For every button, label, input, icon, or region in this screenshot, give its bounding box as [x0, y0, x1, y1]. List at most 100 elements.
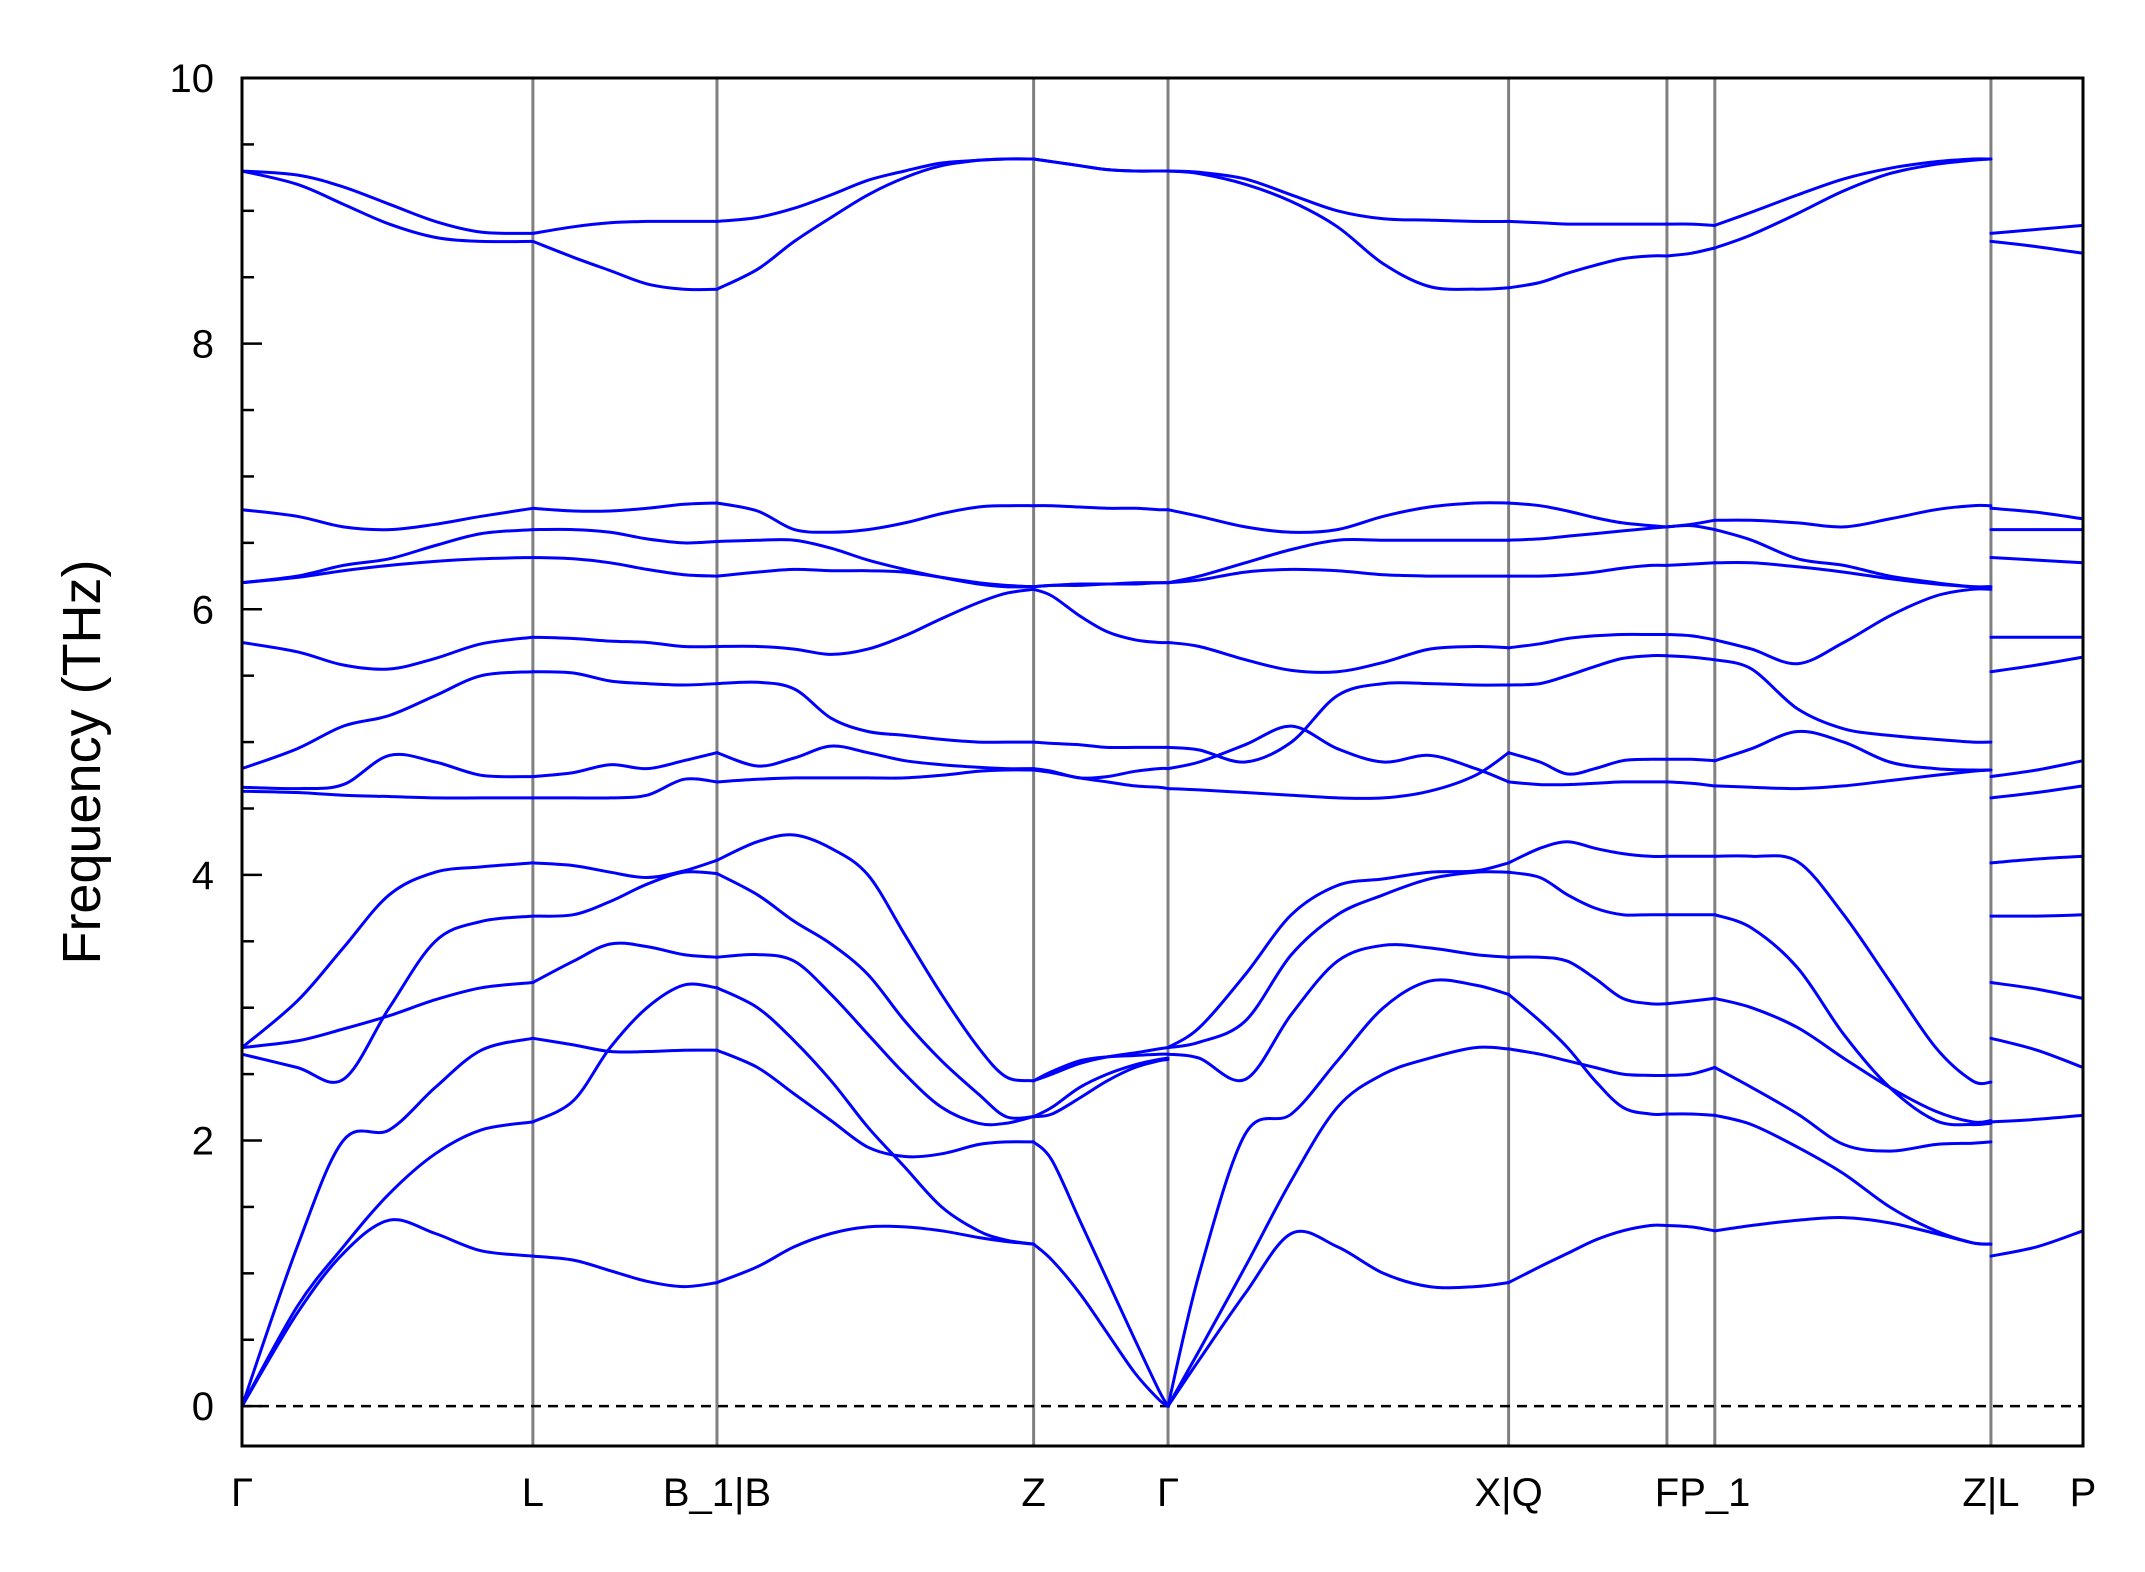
band-seg4-b6 — [1166, 751, 1511, 800]
y-axis-title: Frequency (THz) — [52, 559, 112, 964]
band-seg5-b1 — [1507, 1047, 1669, 1078]
phonon-bands — [240, 157, 2085, 1408]
band-seg3-b3 — [1032, 1056, 1170, 1119]
band-seg3-b9 — [1032, 587, 1170, 645]
band-seg7-b13 — [1713, 157, 1993, 250]
band-seg8-b2 — [1989, 1036, 2085, 1069]
band-seg0-b6 — [240, 789, 535, 800]
band-seg1-b11 — [531, 527, 719, 545]
band-seg7-b14 — [1713, 157, 1993, 227]
band-seg6-b13 — [1665, 246, 1717, 258]
band-seg4-b7 — [1166, 724, 1511, 784]
band-seg5-b8 — [1507, 654, 1669, 687]
band-seg6-b10 — [1665, 561, 1717, 567]
band-seg7-b5 — [1713, 854, 1993, 1086]
kpoint-label-5: X|Q — [1475, 1471, 1543, 1515]
kpoint-label-8: Z|L — [1962, 1471, 2019, 1515]
band-seg0-b12 — [240, 506, 535, 532]
kpoint-label-2: B_1|B — [663, 1471, 771, 1515]
band-seg1-b4 — [531, 941, 719, 984]
band-seg4-b10 — [1166, 567, 1511, 585]
band-seg4-b11 — [1166, 537, 1511, 585]
band-seg1-b1 — [531, 982, 719, 1124]
band-seg1-b2 — [531, 1036, 719, 1054]
band-seg8-b13 — [1989, 239, 2085, 255]
band-seg7-b7 — [1713, 768, 1993, 791]
band-seg0-b2 — [240, 1036, 535, 1408]
band-seg8-b5 — [1989, 854, 2085, 865]
band-seg3-b8 — [1032, 740, 1170, 750]
band-seg6-b8 — [1665, 654, 1717, 662]
band-seg4-b13 — [1166, 169, 1511, 291]
band-seg1-b14 — [531, 219, 719, 235]
y-tick-label: 8 — [192, 323, 214, 367]
band-seg7-b9 — [1713, 587, 1993, 666]
band-seg1-b0 — [531, 1254, 719, 1289]
band-seg5-b14 — [1507, 219, 1669, 226]
band-seg4-b3 — [1166, 943, 1511, 1083]
band-seg7-b1 — [1713, 1066, 1993, 1153]
band-seg3-b14 — [1032, 157, 1170, 173]
band-seg0-b1 — [240, 1120, 535, 1408]
band-seg7-b4 — [1713, 913, 1993, 1127]
plot-frame — [240, 76, 2085, 1448]
band-seg6-b14 — [1665, 222, 1717, 227]
band-seg6-b1 — [1665, 1066, 1717, 1077]
band-seg6-b2 — [1665, 1112, 1717, 1117]
band-seg2-b11 — [715, 538, 1036, 589]
band-seg0-b13 — [240, 169, 535, 244]
band-seg7-b12 — [1713, 503, 1993, 529]
band-seg8-b4 — [1989, 913, 2085, 918]
band-seg3-b2 — [1032, 1058, 1170, 1119]
band-seg0-b9 — [240, 635, 535, 671]
high-symmetry-lines — [531, 78, 1993, 1446]
kpoint-label-9: P — [2070, 1471, 2097, 1515]
band-seg6-b3 — [1665, 996, 1717, 1006]
band-seg2-b7 — [715, 744, 1036, 771]
band-seg1-b3 — [531, 870, 719, 918]
band-seg8-b12 — [1989, 506, 2085, 521]
band-seg0-b0 — [240, 1218, 535, 1408]
band-seg3-b12 — [1032, 504, 1170, 512]
band-seg7-b0 — [1713, 1216, 1993, 1246]
band-seg5-b12 — [1507, 501, 1669, 529]
band-seg4-b12 — [1166, 501, 1511, 534]
band-seg4-b0 — [1166, 1229, 1511, 1408]
band-seg8-b8 — [1989, 655, 2085, 674]
band-seg7-b11 — [1713, 528, 1993, 589]
band-seg5-b2 — [1507, 992, 1669, 1116]
band-seg3-b1 — [1032, 1140, 1170, 1408]
band-seg7-b3 — [1713, 996, 1993, 1124]
band-seg1-b9 — [531, 635, 719, 649]
band-seg7-b2 — [1713, 1113, 1993, 1246]
band-seg6-b6 — [1665, 757, 1717, 763]
kpoint-label-0: Γ — [231, 1471, 253, 1515]
band-seg4-b1 — [1166, 1045, 1511, 1408]
band-seg8-b1 — [1989, 1113, 2085, 1124]
band-seg4-b4 — [1166, 870, 1511, 1050]
band-seg2-b3 — [715, 872, 1036, 1120]
band-seg2-b9 — [715, 587, 1036, 656]
band-seg2-b5 — [715, 833, 1036, 1083]
band-seg3-b7 — [1032, 766, 1170, 780]
band-seg2-b0 — [715, 1224, 1036, 1285]
band-seg5-b7 — [1507, 780, 1669, 787]
band-seg1-b5 — [531, 858, 719, 880]
y-tick-label: 6 — [192, 588, 214, 632]
band-seg6-b7 — [1665, 780, 1717, 788]
band-seg5-b3 — [1507, 955, 1669, 1006]
band-seg0-b8 — [240, 670, 535, 771]
band-seg4-b9 — [1166, 641, 1511, 674]
band-seg1-b6 — [531, 777, 719, 800]
y-tick-label: 4 — [192, 854, 214, 898]
band-seg2-b2 — [715, 1048, 1036, 1159]
band-seg8-b14 — [1989, 223, 2085, 235]
band-seg0-b4 — [240, 981, 535, 1050]
band-seg5-b4 — [1507, 870, 1669, 917]
band-seg8-b0 — [1989, 1229, 2085, 1258]
y-tick-label: 10 — [170, 57, 215, 101]
band-seg4-b8 — [1166, 681, 1511, 764]
band-seg6-b9 — [1665, 633, 1717, 642]
band-seg2-b1 — [715, 986, 1036, 1246]
